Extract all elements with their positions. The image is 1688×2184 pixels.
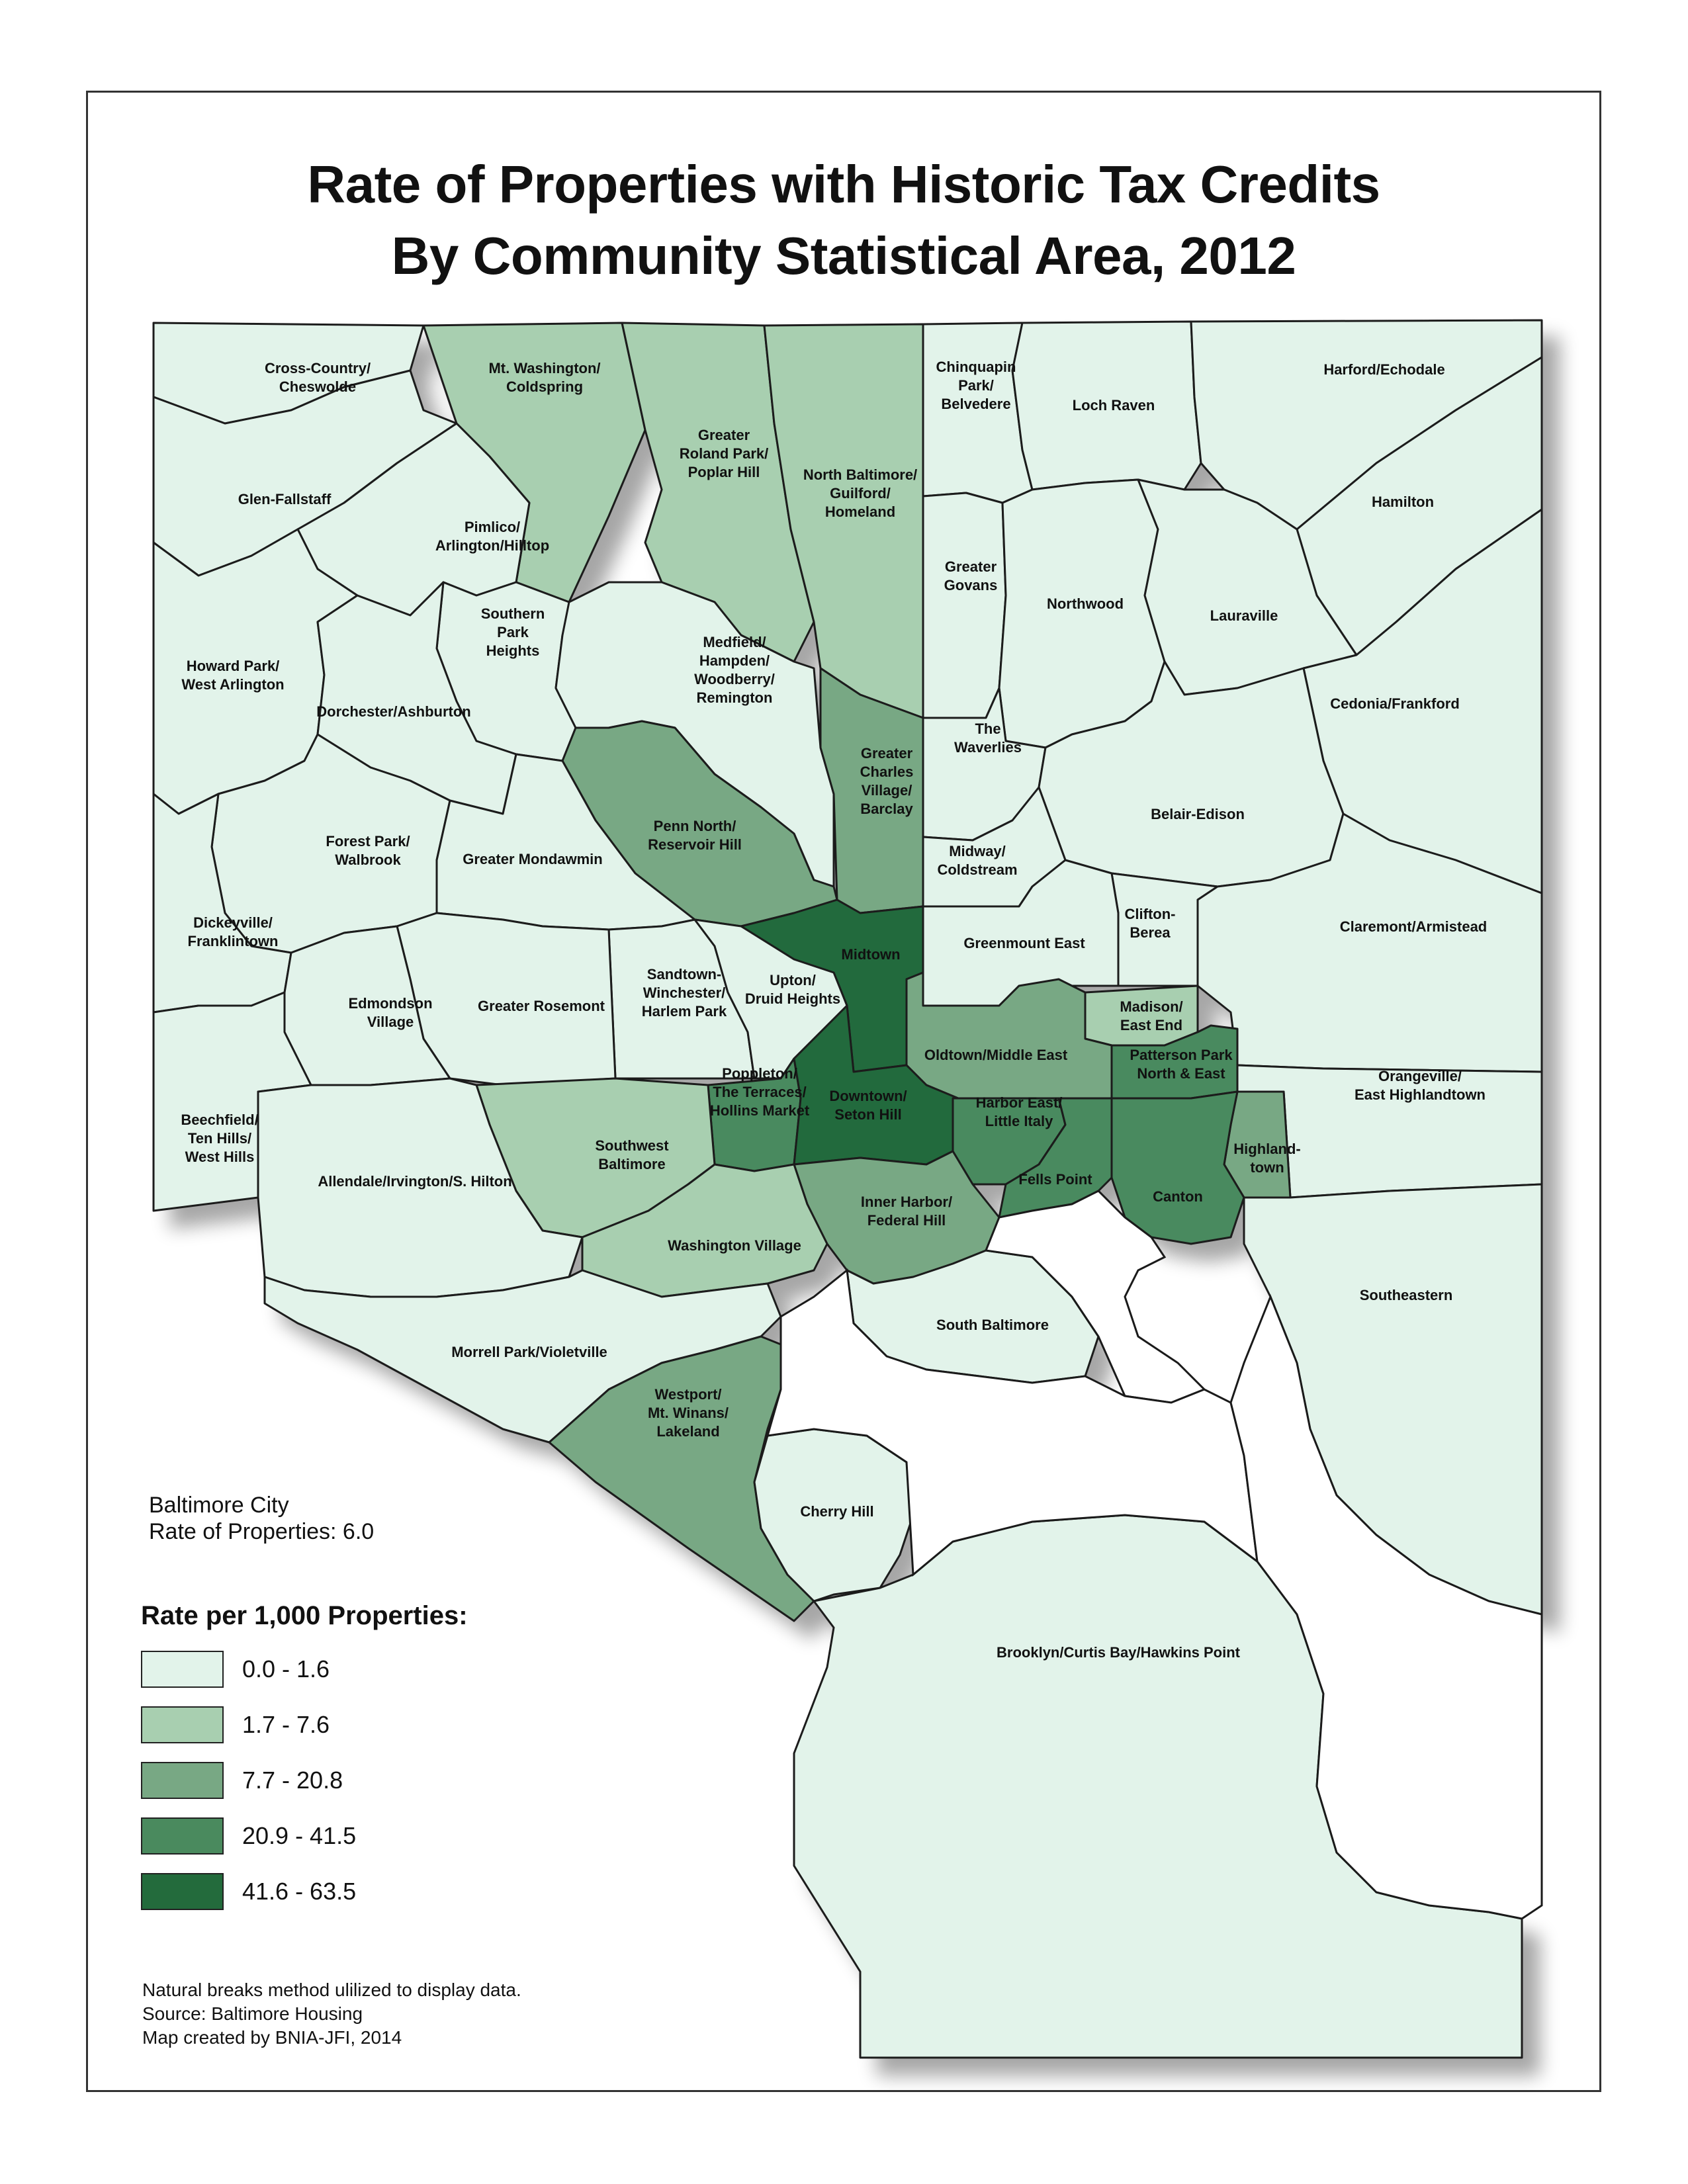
csa-label-the-waverlies: The Waverlies: [954, 721, 1022, 756]
water-body: [1229, 1293, 1543, 1920]
csa-label-inner-harbor-federal-hill: Inner Harbor/Federal Hill: [861, 1194, 952, 1229]
csa-greater-govans[interactable]: [922, 492, 1007, 719]
csa-label-morrell-park-violetville: Morrell Park/Violetville: [451, 1344, 607, 1360]
legend-item: 20.9 - 41.5: [141, 1817, 356, 1855]
csa-label-cross-country-cheswolde: Cross-Country/Cheswolde: [265, 360, 371, 395]
csa-label-dickeyville-franklintown: Dickeyville/Franklintown: [188, 914, 279, 949]
csa-label-poppleton-the-terraces-hollins-market: Poppleton/The Terraces/Hollins Market: [710, 1065, 810, 1119]
csa-label-greater-govans: Greater Govans: [944, 558, 998, 593]
legend-swatch: [141, 1651, 224, 1688]
csa-label-dorchester-ashburton: Dorchester/Ashburton: [316, 703, 470, 720]
csa-label-claremont-armistead: Claremont/Armistead: [1340, 918, 1488, 935]
legend-item: 41.6 - 63.5: [141, 1873, 356, 1910]
csa-canton[interactable]: [1110, 1090, 1245, 1245]
csa-label-harford-echodale: Harford/Echodale: [1323, 361, 1444, 378]
csa-label-downtown-seton-hill: Downtown/Seton Hill: [829, 1088, 907, 1123]
csa-madison-east-end[interactable]: [1084, 984, 1199, 1047]
note-credit: Map created by BNIA-JFI, 2014: [142, 2027, 402, 2048]
csa-northwood[interactable]: [998, 478, 1166, 749]
csa-label-greater-rosemont: Greater Rosemont: [478, 998, 605, 1014]
csa-label-greater-mondawmin: Greater Mondawmin: [463, 851, 602, 867]
csa-label-washington-village: Washington Village: [668, 1237, 801, 1254]
city-name: Baltimore City: [149, 1493, 289, 1518]
legend-swatch: [141, 1762, 224, 1799]
csa-label-chinquapin-park-belvedere: Chinquapin Park/Belvedere: [936, 359, 1016, 412]
csa-beechfield-ten-hills-west-hills[interactable]: [152, 991, 312, 1212]
map-notes: Natural breaks method ulilized to displa…: [142, 1978, 521, 2050]
harbor-water: [766, 1190, 1543, 1920]
csa-label-westport-mt-winans-lakeland: Westport/Mt. Winans/Lakeland: [648, 1386, 729, 1440]
csa-label-harbor-east-little-italy: Harbor East/Little Italy: [976, 1094, 1063, 1129]
map-title-line1: Rate of Properties with Historic Tax Cre…: [307, 155, 1380, 214]
legend-swatch: [141, 1873, 224, 1910]
legend-label: 20.9 - 41.5: [242, 1822, 357, 1849]
legend-item: 0.0 - 1.6: [141, 1651, 330, 1688]
csa-label-pimlico-arlington-hilltop: Pimlico/Arlington/Hilltop: [435, 519, 549, 554]
csa-washington-village[interactable]: [581, 1163, 828, 1298]
legend-label: 7.7 - 20.8: [242, 1767, 343, 1794]
csa-label-highlandtown: Highland-town: [1233, 1141, 1300, 1176]
csa-label-midtown: Midtown: [841, 946, 900, 963]
legend-swatch: [141, 1706, 224, 1743]
csa-label-southeastern: Southeastern: [1360, 1287, 1453, 1303]
csa-label-fells-point: Fells Point: [1018, 1171, 1092, 1188]
map-title: Rate of Properties with Historic Tax Cre…: [86, 149, 1601, 292]
legend-title: Rate per 1,000 Properties:: [141, 1601, 468, 1630]
csa-label-allendale-irvington-s-hilton: Allendale/Irvington/S. Hilton: [318, 1173, 511, 1190]
csa-label-southwest-baltimore: Southwest Baltimore: [595, 1137, 669, 1172]
csa-label-beechfield-ten-hills-west-hills: Beechfield/Ten Hills/West Hills: [181, 1112, 258, 1165]
csa-label-cherry-hill: Cherry Hill: [800, 1503, 873, 1520]
csa-label-upton-druid-heights: Upton/Druid Heights: [745, 972, 840, 1007]
legend-label: 41.6 - 63.5: [242, 1878, 357, 1905]
csa-label-southern-park-heights: Southern Park Heights: [481, 605, 545, 659]
legend-item: 7.7 - 20.8: [141, 1762, 343, 1799]
csa-label-sandtown-winchester-harlem-park: Sandtown-Winchester/Harlem Park: [642, 966, 727, 1020]
csa-label-patterson-park-north-east: Patterson Park North & East: [1130, 1047, 1233, 1082]
csa-label-hamilton: Hamilton: [1372, 494, 1434, 510]
note-source: Source: Baltimore Housing: [142, 2003, 363, 2024]
csa-label-mt-washington-coldspring: Mt. Washington/Coldspring: [488, 360, 600, 395]
note-method: Natural breaks method ulilized to displa…: [142, 1980, 521, 2000]
city-rate: Rate of Properties: 6.0: [149, 1519, 375, 1544]
csa-label-midway-coldstream: Midway/Coldstream: [937, 843, 1017, 878]
csa-label-north-baltimore-guilford-homeland: North Baltimore/Guilford/Homeland: [803, 466, 917, 520]
csa-labels: Cross-Country/Cheswolde Mt. Washington/Co…: [181, 359, 1487, 1661]
water-body: [984, 1190, 1206, 1404]
map-title-line2: By Community Statistical Area, 2012: [391, 226, 1296, 285]
map-frame: [86, 91, 1601, 2092]
csa-label-greater-charles-village-barclay: Greater Charles Village/Barclay: [860, 745, 914, 817]
csa-label-greenmount-east: Greenmount East: [963, 935, 1085, 951]
legend-item: 1.7 - 7.6: [141, 1706, 330, 1743]
csa-label-canton: Canton: [1153, 1188, 1203, 1205]
csa-label-clifton-berea: Clifton-Berea: [1125, 906, 1176, 941]
csa-label-orangeville-east-highlandtown: Orangeville/East Highlandtown: [1355, 1068, 1486, 1103]
csa-label-northwood: Northwood: [1047, 595, 1124, 612]
city-summary: Baltimore City Rate of Properties: 6.0: [149, 1492, 374, 1545]
legend-label: 0.0 - 1.6: [242, 1655, 330, 1682]
csa-label-cedonia-frankford: Cedonia/Frankford: [1330, 695, 1460, 712]
csa-label-oldtown-middle-east: Oldtown/Middle East: [924, 1047, 1068, 1063]
csa-label-madison-east-end: Madison/East End: [1120, 998, 1182, 1033]
csa-label-loch-raven: Loch Raven: [1073, 397, 1155, 414]
csa-label-medfield-hampden-woodberry-remington: Medfield/Hampden/Woodberry/Remington: [694, 634, 775, 706]
csa-label-lauraville: Lauraville: [1210, 607, 1278, 624]
csa-label-howard-park-west-arlington: Howard Park/West Arlington: [181, 658, 284, 693]
legend-swatch: [141, 1817, 224, 1855]
csa-label-brooklyn-curtis-bay-hawkins-point: Brooklyn/Curtis Bay/Hawkins Point: [997, 1644, 1241, 1661]
csa-label-glen-fallstaff: Glen-Fallstaff: [238, 491, 332, 507]
legend-label: 1.7 - 7.6: [242, 1711, 330, 1738]
csa-label-south-baltimore: South Baltimore: [936, 1317, 1049, 1333]
csa-label-edmondson-village: Edmondson Village: [348, 995, 432, 1030]
csa-label-penn-north-reservoir-hill: Penn North/Reservoir Hill: [648, 818, 742, 853]
csa-label-greater-roland-park-poplar-hill: Greater Roland Park/Poplar Hill: [680, 427, 768, 480]
csa-label-belair-edison: Belair-Edison: [1151, 806, 1245, 822]
csa-label-forest-park-walbrook: Forest Park/Walbrook: [326, 833, 410, 868]
csa-claremont-armistead[interactable]: [1196, 812, 1543, 1073]
